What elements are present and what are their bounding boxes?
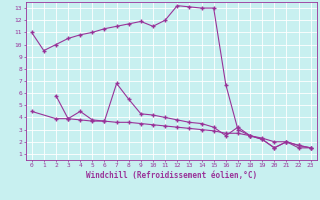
X-axis label: Windchill (Refroidissement éolien,°C): Windchill (Refroidissement éolien,°C) xyxy=(86,171,257,180)
